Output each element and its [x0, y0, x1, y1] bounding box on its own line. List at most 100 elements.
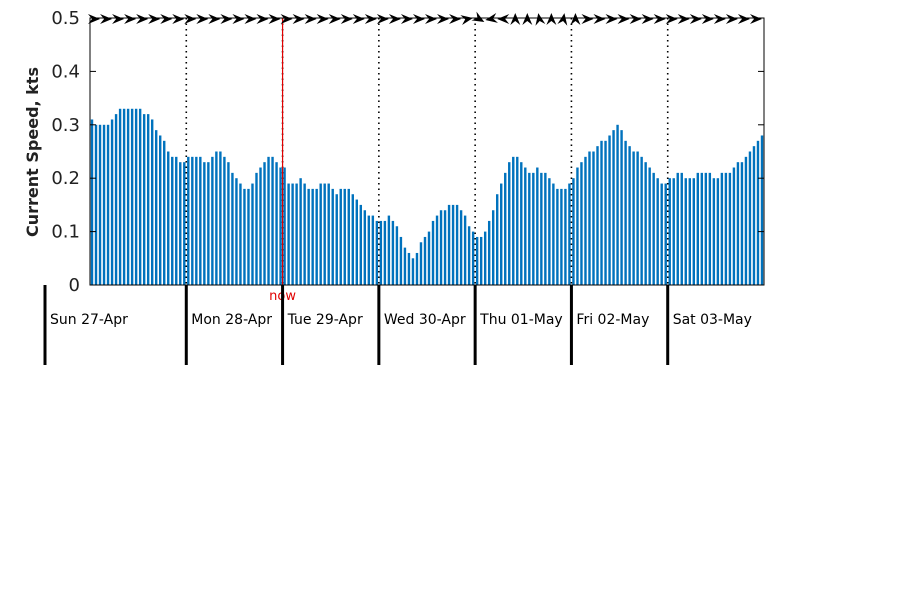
direction-arrow	[460, 15, 474, 25]
bar	[227, 162, 230, 285]
bar	[463, 215, 467, 285]
bar	[624, 140, 627, 285]
bar	[419, 242, 423, 285]
bar	[251, 183, 254, 285]
direction-arrow	[629, 14, 642, 24]
y-tick-label: 0.2	[51, 168, 80, 189]
bar	[556, 188, 559, 285]
direction-arrow	[148, 14, 161, 24]
bar	[724, 172, 728, 285]
bar	[740, 162, 744, 285]
bar	[720, 172, 724, 285]
direction-arrow	[546, 13, 557, 25]
direction-arrow	[510, 13, 521, 25]
bar	[612, 130, 615, 285]
direction-arrow	[570, 13, 581, 25]
bar	[90, 119, 94, 286]
bar	[347, 188, 350, 285]
bar	[371, 215, 375, 285]
bar	[407, 252, 411, 285]
direction-arrow	[304, 14, 317, 24]
bar	[323, 183, 326, 285]
bar	[367, 215, 371, 285]
bar	[387, 215, 391, 285]
bar	[415, 252, 419, 285]
bar	[247, 188, 250, 285]
bar	[215, 151, 218, 285]
bar	[239, 183, 242, 285]
bar	[696, 172, 700, 285]
bar	[672, 178, 675, 285]
y-tick-label: 0.1	[51, 222, 80, 243]
bar	[187, 156, 190, 285]
bar	[676, 172, 679, 285]
direction-arrow	[376, 14, 389, 24]
direction-arrow	[497, 14, 510, 24]
bar	[572, 178, 575, 285]
bar	[167, 151, 170, 285]
bar	[479, 236, 483, 285]
bar	[459, 210, 463, 285]
bar	[327, 183, 330, 285]
bar	[744, 156, 748, 285]
bar	[748, 151, 752, 285]
direction-arrow	[677, 14, 690, 24]
bar	[483, 231, 487, 285]
bar	[106, 124, 110, 285]
bar	[712, 178, 716, 285]
direction-arrow	[437, 14, 450, 24]
bar	[359, 204, 363, 285]
bar	[455, 204, 459, 285]
bar	[500, 183, 503, 285]
bar	[475, 236, 479, 285]
direction-arrow	[352, 14, 365, 24]
bar	[375, 220, 379, 285]
bar	[291, 183, 294, 285]
bar	[207, 162, 210, 285]
direction-arrow	[112, 14, 125, 24]
bar	[154, 130, 158, 285]
plot-frame	[89, 17, 765, 286]
bar	[532, 172, 535, 285]
bar	[732, 167, 736, 285]
bar	[295, 183, 298, 285]
y-axis-label: Current Speed, kts	[23, 67, 42, 237]
bar	[335, 194, 338, 285]
bar	[146, 114, 150, 286]
bar	[596, 146, 599, 285]
direction-arrow	[208, 14, 221, 24]
bar	[307, 188, 310, 285]
bar	[383, 220, 387, 285]
bar	[756, 140, 760, 285]
day-label: Fri 02-May	[576, 312, 649, 328]
direction-arrow	[449, 14, 462, 24]
bar	[255, 172, 258, 285]
bar	[94, 124, 98, 285]
bar	[126, 108, 130, 285]
day-axis: Sun 27-Apr Mon 28-Apr Tue 29-Apr Wed 30-Apr…	[43, 285, 752, 365]
direction-arrow	[653, 14, 666, 24]
bar	[600, 140, 603, 285]
direction-arrow	[244, 14, 257, 24]
day-label: Tue 29-Apr	[287, 312, 363, 328]
y-tick-label: 0.5	[51, 8, 80, 29]
direction-arrow	[100, 14, 113, 24]
bar	[179, 162, 182, 285]
bar	[399, 236, 403, 285]
bar	[487, 220, 491, 285]
bar	[331, 188, 334, 285]
direction-arrow	[581, 14, 594, 24]
direction-arrows-group	[88, 11, 762, 26]
bar	[379, 220, 383, 285]
bar	[102, 124, 106, 285]
bar	[632, 151, 635, 285]
bar	[275, 162, 278, 285]
bar	[150, 119, 154, 286]
bar	[191, 156, 194, 285]
bar	[451, 204, 455, 285]
bar	[684, 178, 687, 285]
direction-arrow	[160, 14, 173, 24]
bar	[728, 172, 732, 285]
bar	[122, 108, 126, 285]
